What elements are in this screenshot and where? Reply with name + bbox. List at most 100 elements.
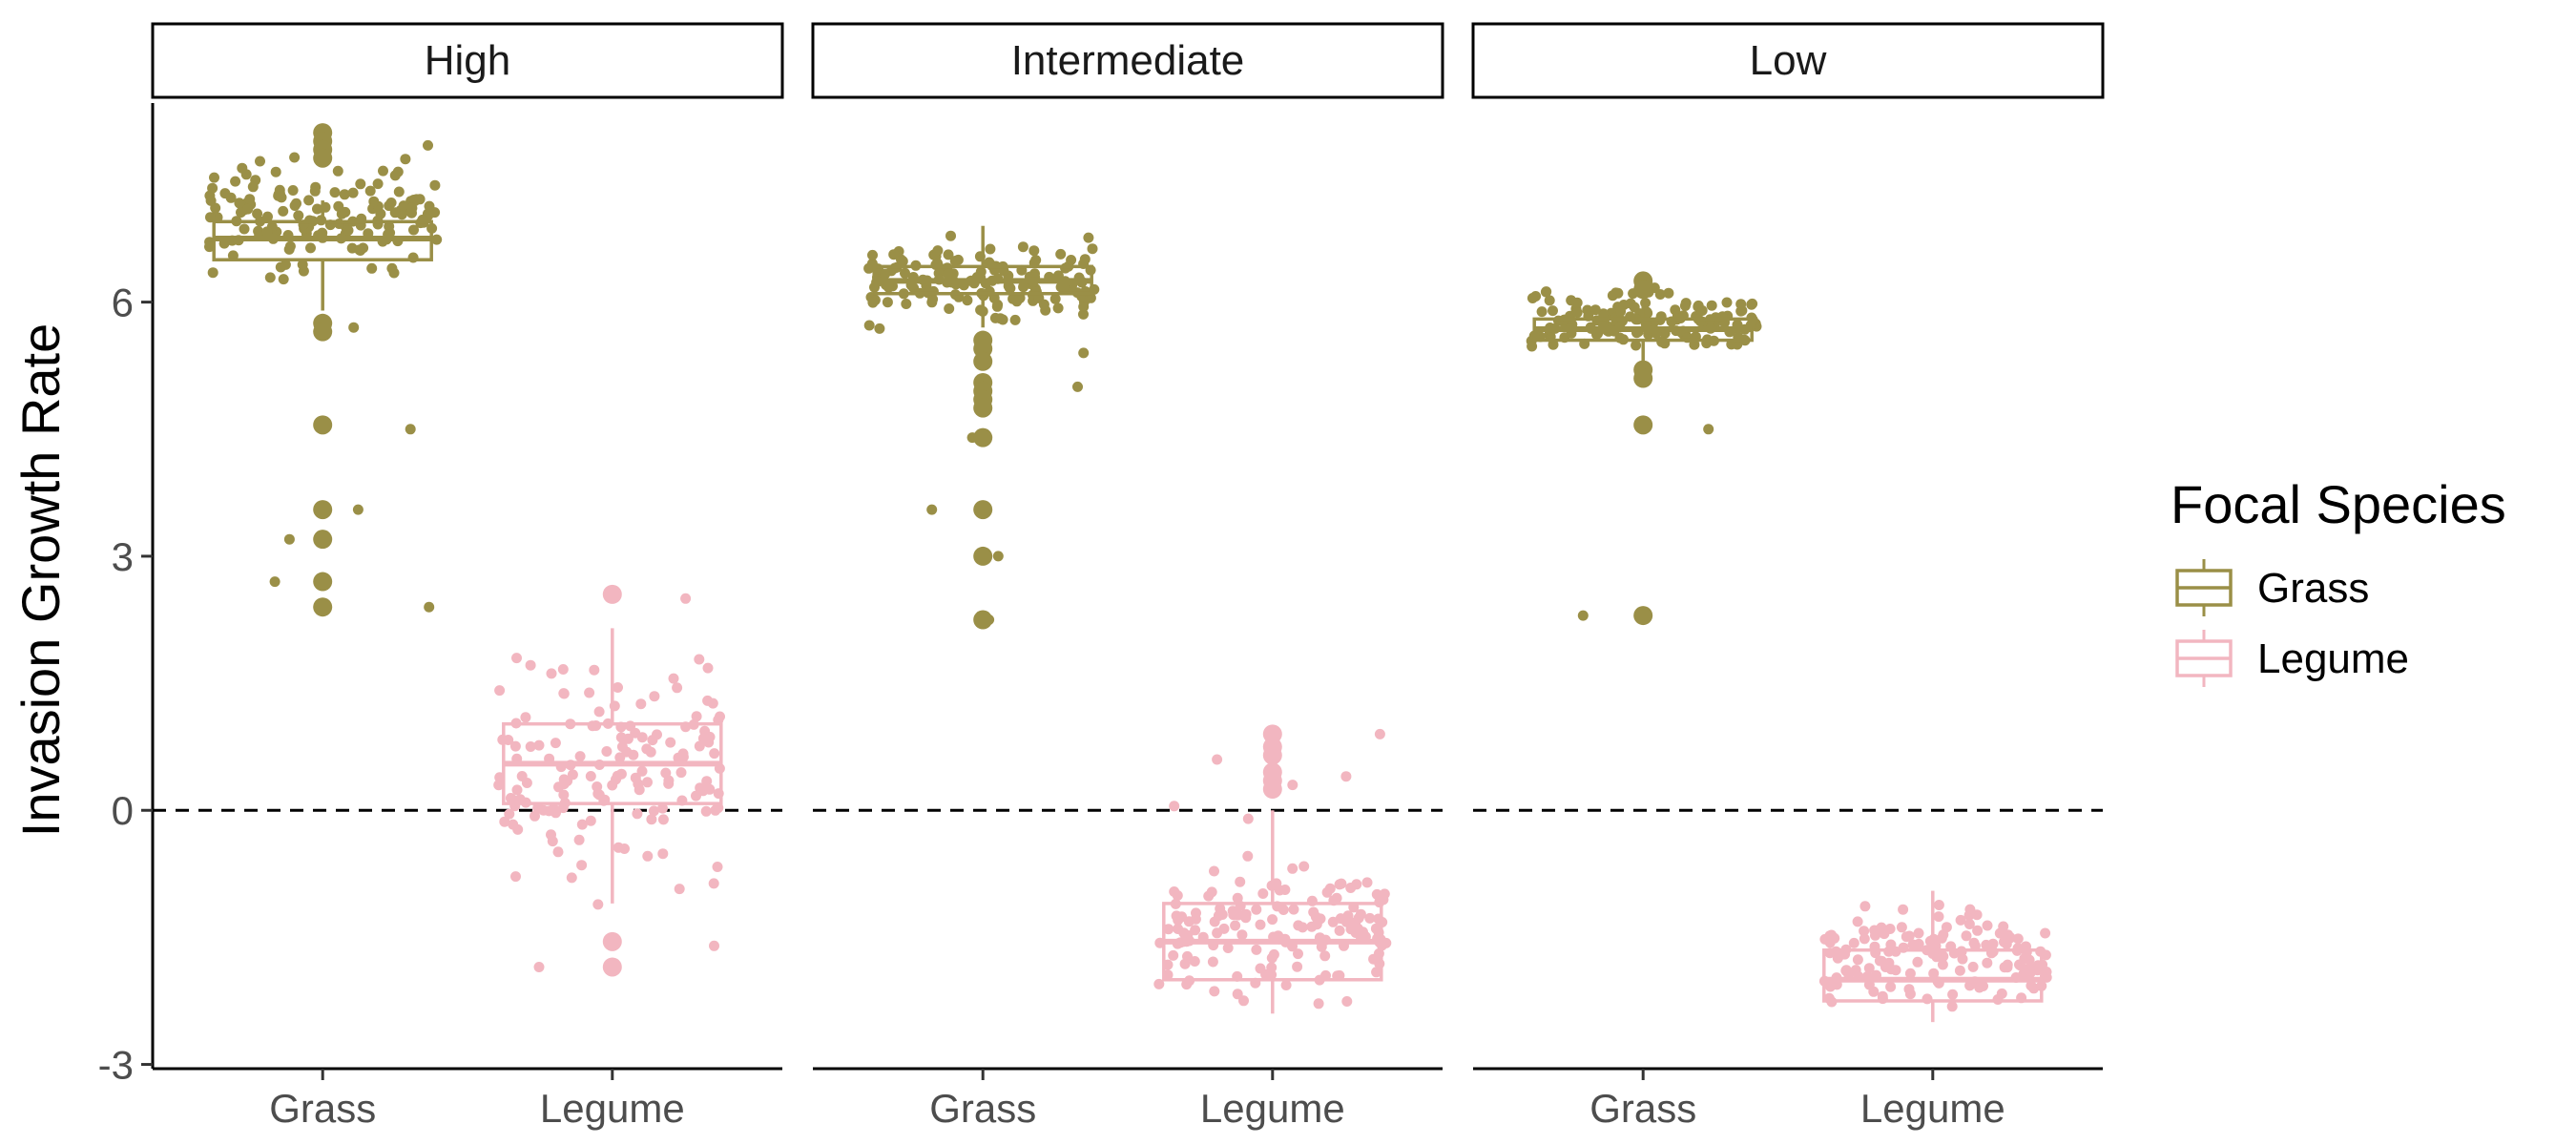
facet-strip-intermediate	[811, 22, 1444, 99]
jitter-point	[408, 224, 419, 236]
box-grass-low	[1526, 271, 1762, 626]
jitter-point	[547, 836, 558, 847]
jitter-point	[499, 816, 510, 827]
jitter-point	[1913, 927, 1924, 939]
jitter-point	[333, 200, 344, 212]
jitter-point	[1153, 978, 1165, 989]
facet-panels: Grass Legume Grass Legume Grass Legume	[153, 123, 2103, 1131]
legend-label-grass: Grass	[2257, 565, 2369, 612]
jitter-point	[1251, 944, 1262, 955]
jitter-point	[1874, 955, 1885, 967]
jitter-point	[1877, 990, 1888, 1002]
jitter-point	[674, 884, 685, 895]
jitter-point	[1018, 281, 1029, 293]
jitter-point	[297, 259, 308, 270]
panel-low: Grass Legume	[1473, 271, 2103, 1131]
jitter-point	[962, 295, 973, 306]
jitter-point	[574, 751, 586, 762]
jitter-point	[2025, 980, 2037, 991]
jitter-point	[593, 706, 605, 718]
jitter-point	[1209, 865, 1219, 877]
jitter-point	[1832, 952, 1843, 964]
jitter-point	[533, 739, 545, 751]
jitter-point	[1209, 916, 1220, 927]
jitter-point	[305, 242, 316, 254]
jitter-point	[992, 551, 1004, 562]
jitter-point	[1212, 927, 1223, 939]
outlier-point	[973, 398, 993, 418]
legend-title: Focal Species	[2171, 474, 2506, 534]
jitter-point	[1078, 347, 1090, 359]
jitter-point	[1009, 314, 1021, 325]
jitter-point	[558, 688, 570, 699]
facet-label-high: High	[425, 37, 511, 84]
jitter-point	[694, 654, 705, 665]
jitter-point	[255, 156, 265, 167]
jitter-point	[1209, 986, 1220, 997]
jitter-point	[262, 211, 273, 222]
outlier-point	[973, 500, 993, 520]
jitter-point	[1982, 920, 1993, 931]
jitter-point	[389, 207, 401, 219]
jitter-point	[1087, 243, 1098, 255]
jitter-point	[945, 230, 956, 241]
jitter-point	[205, 195, 217, 206]
legend-entry-legume: Legume	[2175, 630, 2409, 687]
jitter-point	[1852, 916, 1863, 927]
iqr-box	[1822, 947, 2044, 1003]
jitter-point	[1052, 302, 1064, 314]
y-axis-label: Invasion Growth Rate	[10, 323, 71, 837]
outlier-point	[313, 530, 333, 550]
jitter-point	[406, 202, 418, 214]
outlier-point	[1633, 606, 1653, 626]
jitter-point	[1884, 924, 1896, 934]
jitter-point	[291, 198, 301, 209]
jitter-point	[1260, 968, 1272, 980]
x-tick-label-grass: Grass	[929, 1086, 1036, 1131]
jitter-point	[1954, 965, 1965, 976]
jitter-point	[414, 194, 426, 205]
jitter-point	[657, 802, 668, 814]
jitter-point	[1227, 906, 1238, 917]
y-tick-label: 3	[112, 534, 134, 579]
jitter-point	[1203, 890, 1215, 902]
jitter-point	[1957, 953, 1968, 965]
jitter-point	[867, 297, 879, 308]
jitter-point	[240, 169, 252, 180]
jitter-point	[244, 194, 256, 205]
jitter-point	[1345, 924, 1357, 935]
outlier-point	[973, 351, 993, 371]
jitter-point	[511, 653, 522, 664]
jitter-point	[1885, 981, 1897, 992]
jitter-point	[1049, 293, 1061, 304]
outlier-point	[602, 584, 622, 604]
jitter-point	[1598, 308, 1610, 320]
jitter-point	[1334, 879, 1345, 890]
jitter-point	[1964, 904, 1976, 915]
jitter-point	[1967, 961, 1979, 972]
jitter-point	[943, 249, 954, 260]
y-tick-label: 6	[112, 281, 134, 325]
jitter-point	[703, 737, 715, 748]
jitter-point	[348, 322, 360, 333]
jitter-point	[1898, 904, 1909, 915]
jitter-point	[576, 860, 588, 871]
jitter-point	[1852, 954, 1863, 966]
jitter-point	[901, 299, 912, 309]
jitter-point	[1079, 254, 1091, 265]
jitter-point	[1933, 911, 1944, 923]
jitter-point	[219, 188, 231, 199]
jitter-point	[708, 878, 719, 889]
jitter-point	[493, 780, 505, 791]
jitter-point	[289, 152, 301, 163]
jitter-point	[672, 682, 683, 694]
jitter-point	[283, 243, 295, 255]
jitter-point	[548, 802, 559, 814]
jitter-point	[1163, 924, 1174, 935]
jitter-point	[874, 323, 885, 334]
jitter-point	[1058, 281, 1070, 293]
panel-intermediate: Grass Legume	[813, 225, 1443, 1131]
jitter-point	[1863, 963, 1875, 974]
jitter-point	[1251, 904, 1262, 915]
jitter-point	[1222, 943, 1234, 953]
